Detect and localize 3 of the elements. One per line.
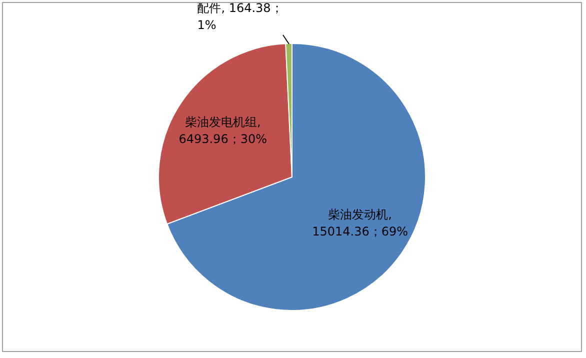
slice-label: 柴油发动机, 15014.36；69% — [312, 208, 408, 239]
slice-label: 配件, 164.38； 1% — [197, 1, 283, 32]
slice-label: 柴油发电机组, 6493.96；30% — [178, 115, 267, 146]
